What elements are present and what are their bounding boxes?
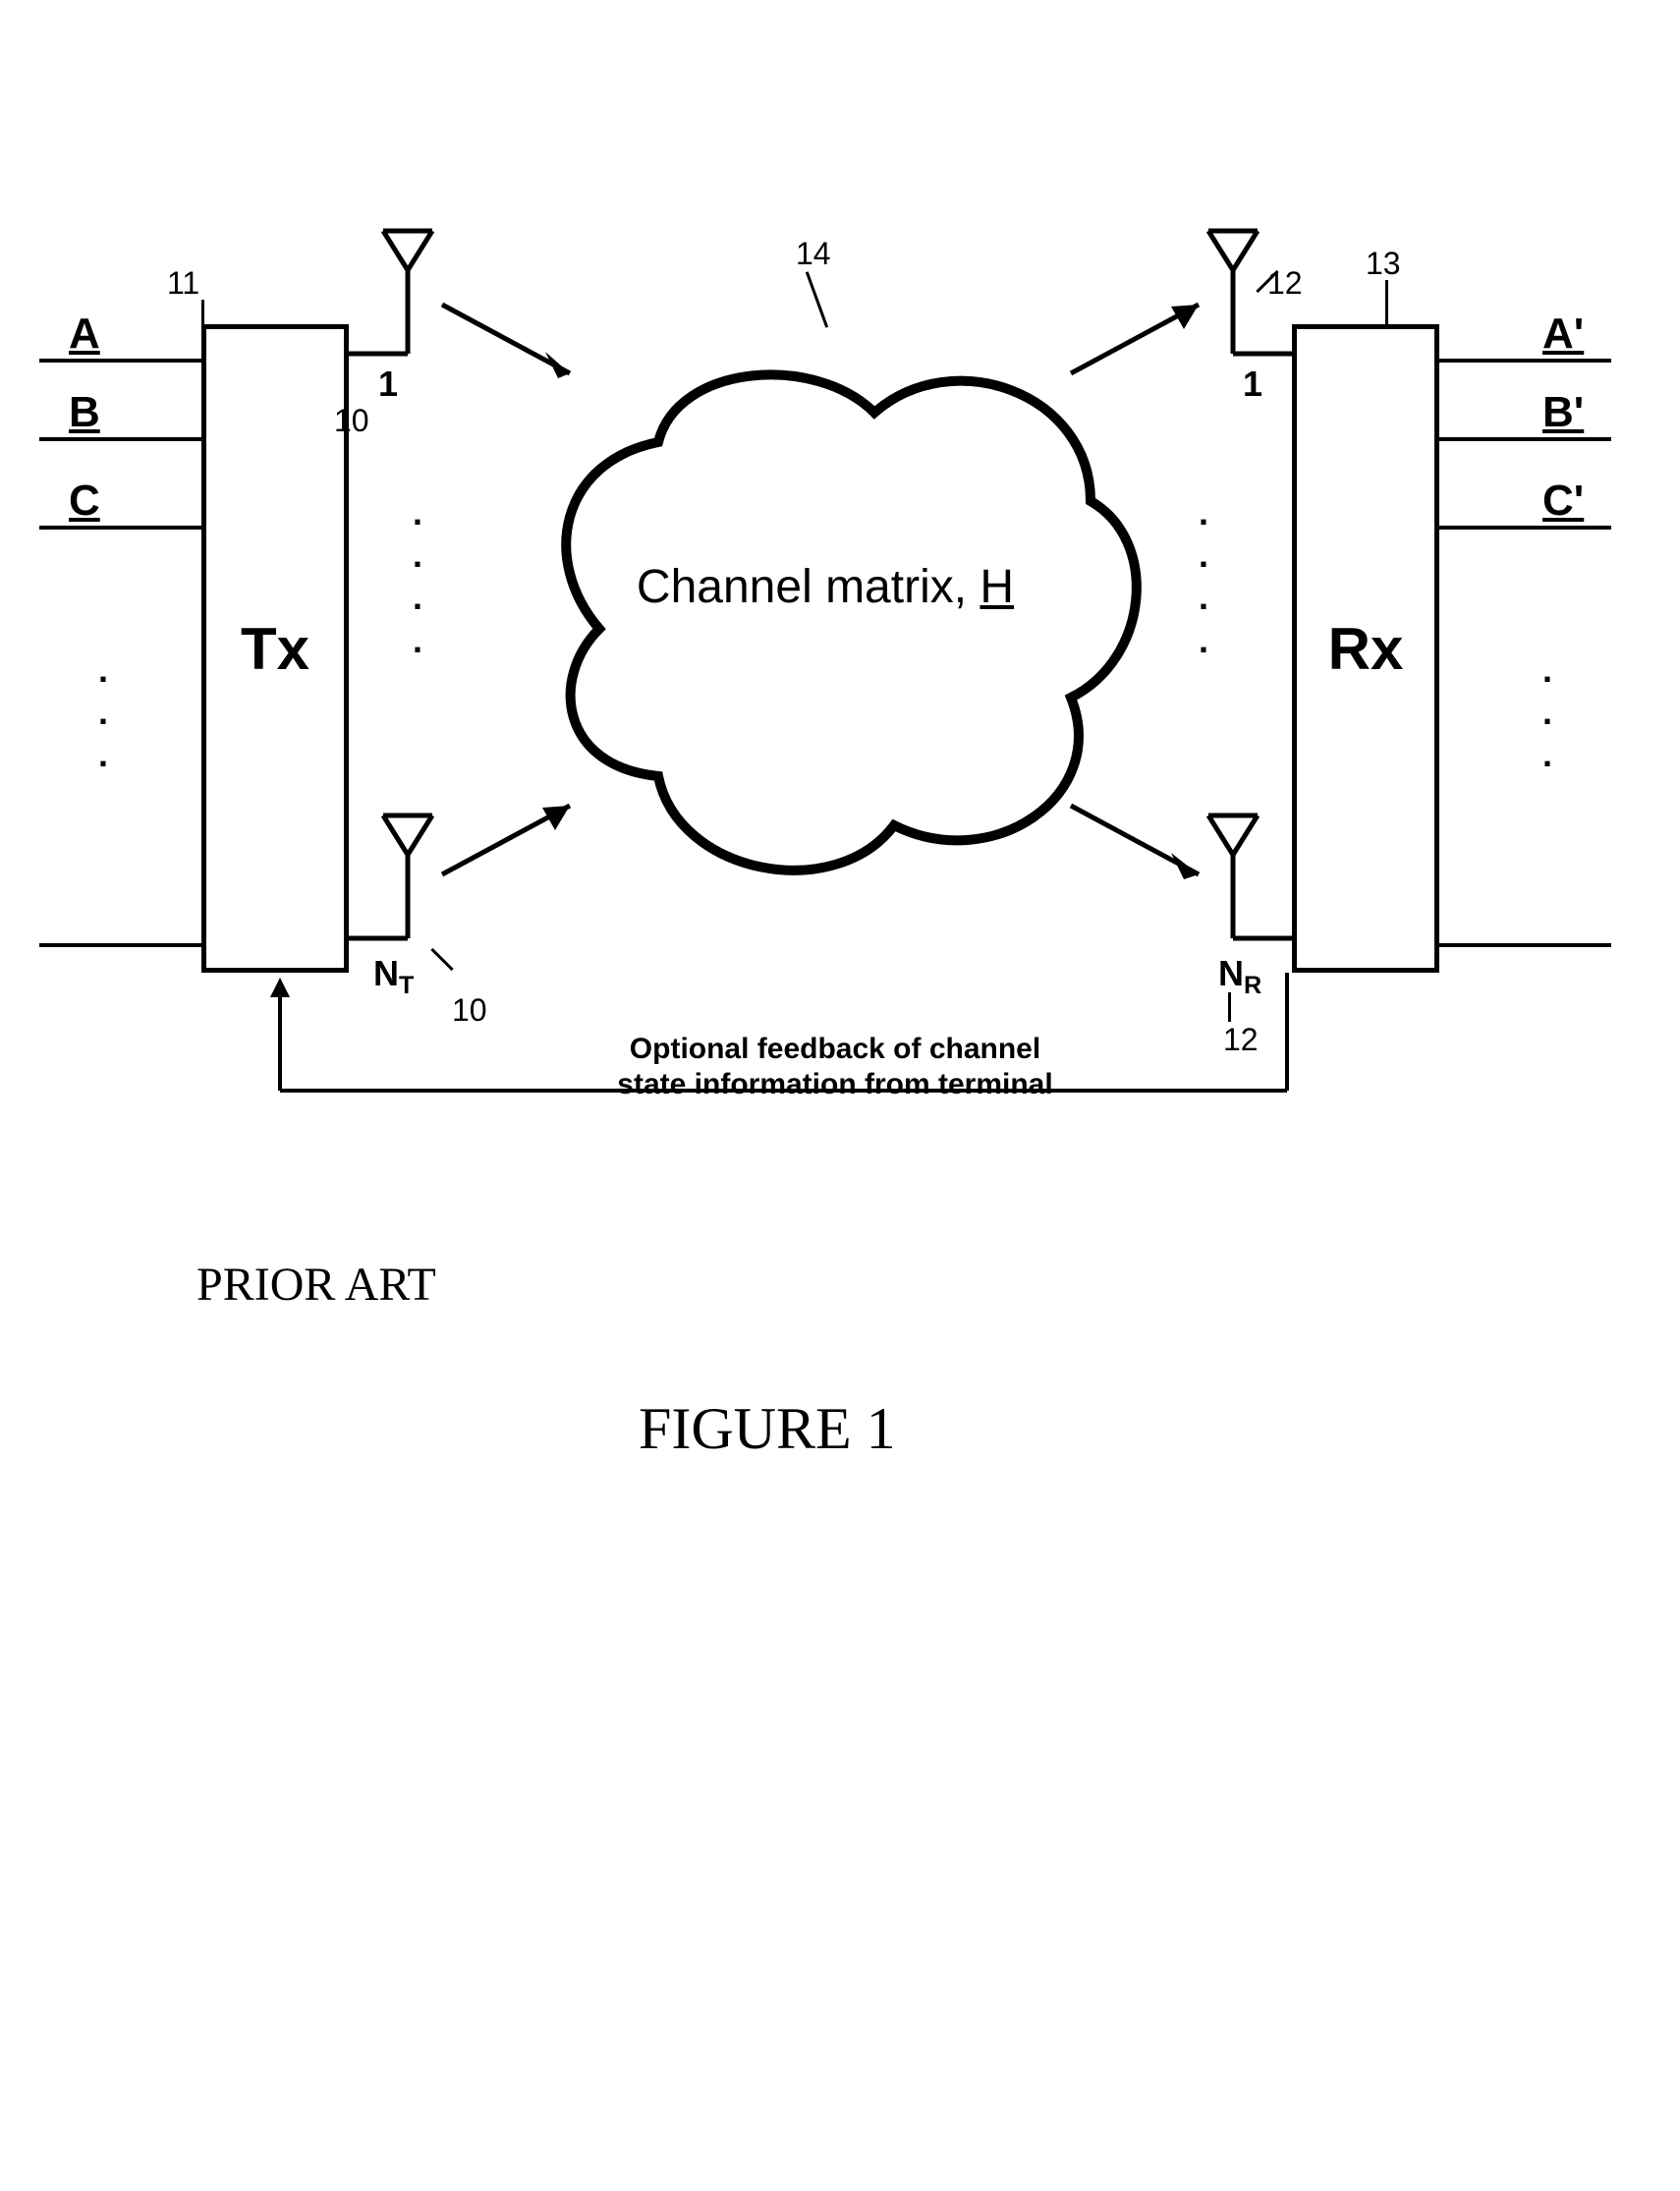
rx-stream-b: [1439, 437, 1611, 441]
rx-ref: 13: [1366, 246, 1401, 282]
rx-stream-c: [1439, 526, 1611, 530]
rx-label: Rx: [1328, 615, 1404, 683]
rx-label-c: C': [1542, 477, 1584, 526]
arrow-rx-top: [1041, 285, 1218, 403]
rx-ref-line: [1385, 280, 1388, 324]
tx-label-c: C: [69, 477, 100, 526]
tx-ant-ref-line: [430, 948, 453, 971]
tx-stream-c: [39, 526, 201, 530]
feedback-label: Optional feedback of channel state infor…: [589, 1032, 1081, 1102]
rx-block: Rx: [1292, 324, 1439, 973]
tx-stream-last: [39, 943, 201, 947]
tx-stream-a: [39, 359, 201, 363]
tx-label: Tx: [241, 615, 309, 683]
figure-title: FIGURE 1: [639, 1395, 896, 1463]
tx-ref-line: [201, 300, 204, 324]
arrow-tx-bot: [432, 776, 609, 894]
tx-ant-ref-top: 10: [334, 403, 369, 439]
tx-antenna-top-label: 1: [378, 364, 398, 405]
tx-label-b: B: [69, 388, 100, 437]
prior-art-label: PRIOR ART: [196, 1258, 436, 1312]
arrow-tx-top: [432, 285, 609, 403]
arrow-rx-bot: [1041, 776, 1218, 894]
rx-stream-last: [1439, 943, 1611, 947]
rx-output-dots: ...: [1542, 648, 1552, 776]
tx-stream-b: [39, 437, 201, 441]
rx-antenna-top-label: 1: [1243, 364, 1262, 405]
rx-label-a: A': [1542, 309, 1584, 359]
rx-stream-a: [1439, 359, 1611, 363]
tx-label-a: A: [69, 309, 100, 359]
rx-antenna-dots: ....: [1199, 491, 1208, 661]
tx-input-dots: ...: [98, 648, 108, 776]
cloud-label: Channel matrix, H: [619, 560, 1032, 614]
rx-ant-ref-top: 12: [1267, 265, 1303, 302]
cloud-ref: 14: [796, 236, 831, 272]
mimo-diagram: Tx 11 Rx 13 A B C ... A' B' C' ... 1 NT …: [39, 138, 1611, 1218]
tx-ref: 11: [167, 265, 199, 302]
tx-block: Tx: [201, 324, 349, 973]
tx-antenna-dots: ....: [413, 491, 422, 661]
rx-label-b: B': [1542, 388, 1584, 437]
